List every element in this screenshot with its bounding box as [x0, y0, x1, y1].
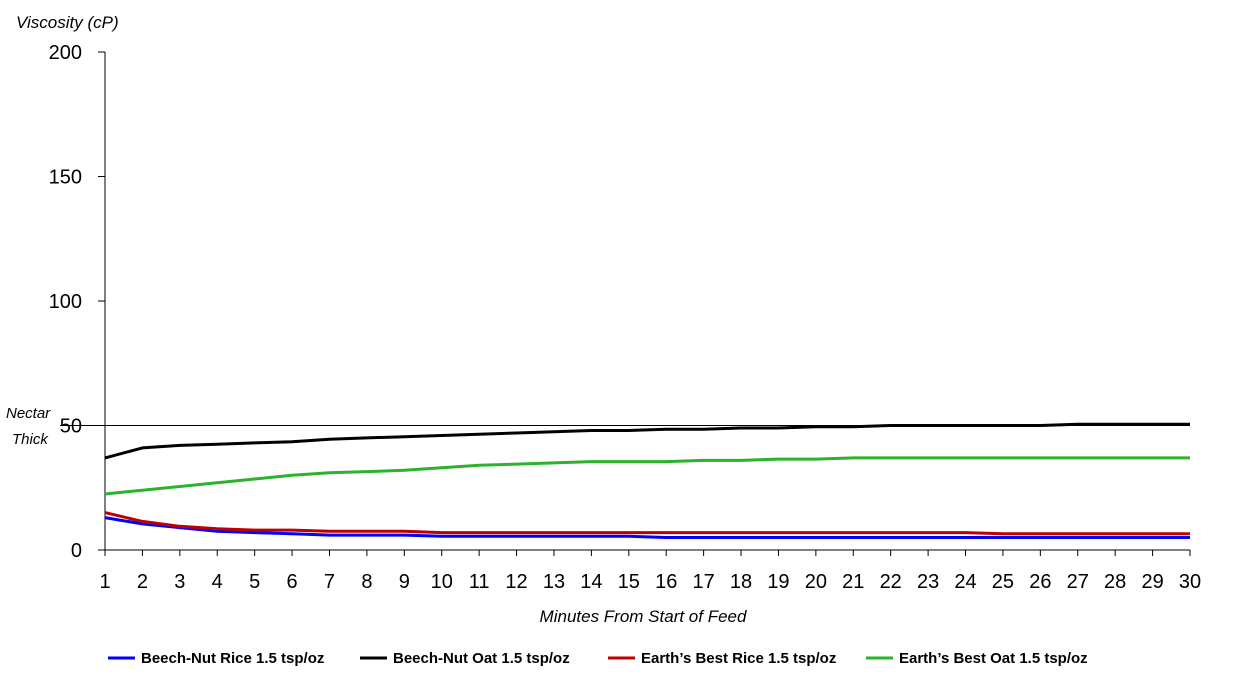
x-tick-label: 9: [399, 571, 410, 593]
x-tick-label: 12: [505, 571, 527, 593]
x-tick-label: 8: [361, 571, 372, 593]
x-tick-label: 11: [469, 571, 490, 593]
x-tick-label: 13: [543, 571, 565, 593]
y-axis-ticks: 0 50 100 150 200: [49, 42, 105, 562]
y-tick-label: 100: [49, 291, 82, 313]
x-tick-label: 19: [767, 571, 789, 593]
x-tick-label: 7: [324, 571, 335, 593]
x-tick-label: 1: [99, 571, 110, 593]
legend-label: Beech-Nut Rice 1.5 tsp/oz: [141, 650, 324, 667]
x-tick-label: 25: [992, 571, 1014, 593]
y-tick-label: 150: [49, 167, 82, 189]
x-tick-label: 21: [842, 571, 864, 593]
x-tick-label: 6: [287, 571, 298, 593]
legend-label: Earth’s Best Rice 1.5 tsp/oz: [641, 650, 836, 667]
x-tick-label: 3: [174, 571, 185, 593]
x-tick-label: 20: [805, 571, 827, 593]
x-axis-title: Minutes From Start of Feed: [540, 607, 747, 626]
x-tick-label: 18: [730, 571, 752, 593]
series-line-2: [104, 422, 1190, 460]
x-tick-label: 24: [954, 571, 976, 593]
y-tick-label: 50: [60, 416, 82, 438]
x-tick-label: 29: [1141, 571, 1163, 593]
x-tick-label: 15: [618, 571, 640, 593]
y-axis-title: Viscosity (cP): [16, 13, 119, 32]
x-tick-label: 10: [431, 571, 453, 593]
reference-label-line1: Nectar: [6, 405, 51, 422]
series-line-4: [104, 456, 1190, 496]
x-tick-label: 26: [1029, 571, 1051, 593]
x-tick-label: 17: [692, 571, 714, 593]
x-tick-label: 14: [580, 571, 602, 593]
x-tick-label: 27: [1067, 571, 1089, 593]
x-tick-label: 16: [655, 571, 677, 593]
x-tick-label: 22: [880, 571, 902, 593]
legend: Beech-Nut Rice 1.5 tsp/oz Beech-Nut Oat 1…: [108, 650, 1088, 667]
x-tick-label: 4: [212, 571, 223, 593]
x-tick-label: 2: [137, 571, 148, 593]
series-lines: [104, 422, 1190, 539]
reference-label-line2: Thick: [12, 431, 49, 448]
x-tick-label: 28: [1104, 571, 1126, 593]
x-tick-label: 23: [917, 571, 939, 593]
legend-label: Earth’s Best Oat 1.5 tsp/oz: [899, 650, 1088, 667]
legend-label: Beech-Nut Oat 1.5 tsp/oz: [393, 650, 570, 667]
y-tick-label: 0: [71, 540, 82, 562]
series-line-3: [104, 511, 1190, 536]
series-line-1: [104, 516, 1190, 539]
x-tick-label: 5: [249, 571, 260, 593]
x-axis-ticks: 1 2 3 4 5 6 7 8 9 10 11 12 13 14 15 16 17 18 19 20 21 22 23 24 2…: [99, 550, 1201, 593]
x-tick-label: 30: [1179, 571, 1201, 593]
y-tick-label: 200: [49, 42, 82, 64]
